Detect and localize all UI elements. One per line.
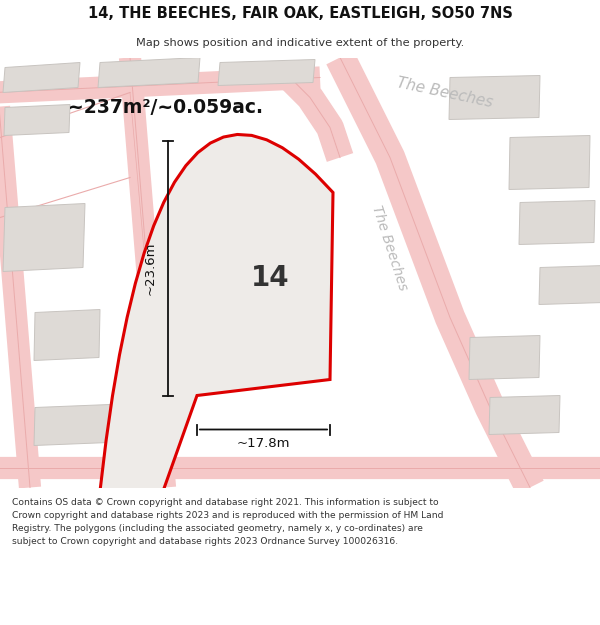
Polygon shape <box>509 136 590 189</box>
Polygon shape <box>83 134 333 625</box>
Text: The Beeches: The Beeches <box>370 203 410 292</box>
Polygon shape <box>539 266 600 304</box>
Polygon shape <box>194 159 285 241</box>
Text: Map shows position and indicative extent of the property.: Map shows position and indicative extent… <box>136 38 464 48</box>
Text: The Beeches: The Beeches <box>395 75 494 110</box>
Polygon shape <box>4 104 70 136</box>
Polygon shape <box>469 336 540 379</box>
Text: ~23.6m: ~23.6m <box>143 241 157 295</box>
Polygon shape <box>3 204 85 271</box>
Text: ~17.8m: ~17.8m <box>237 437 290 450</box>
Polygon shape <box>34 309 100 361</box>
Polygon shape <box>519 201 595 244</box>
Polygon shape <box>98 58 200 88</box>
Polygon shape <box>218 59 315 86</box>
Text: Contains OS data © Crown copyright and database right 2021. This information is : Contains OS data © Crown copyright and d… <box>12 498 443 546</box>
Polygon shape <box>449 76 540 119</box>
Text: 14, THE BEECHES, FAIR OAK, EASTLEIGH, SO50 7NS: 14, THE BEECHES, FAIR OAK, EASTLEIGH, SO… <box>88 6 512 21</box>
Text: 14: 14 <box>251 264 289 291</box>
Polygon shape <box>489 396 560 434</box>
Polygon shape <box>34 404 110 446</box>
Polygon shape <box>3 62 80 92</box>
Text: ~237m²/~0.059ac.: ~237m²/~0.059ac. <box>68 98 263 117</box>
